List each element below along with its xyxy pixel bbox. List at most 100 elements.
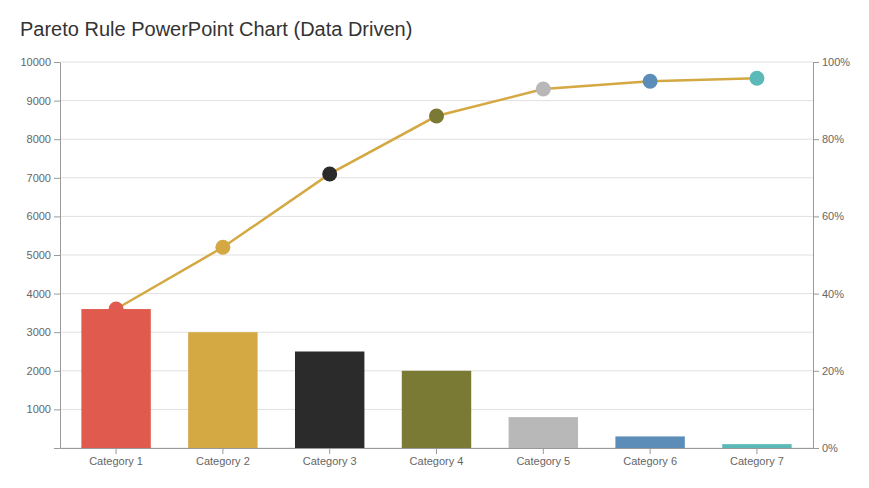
- marks: [81, 71, 791, 448]
- tick-label: 2000: [27, 365, 51, 377]
- marker: [215, 240, 230, 255]
- grid-line: [60, 255, 813, 256]
- tick: Category 4: [410, 448, 464, 467]
- title: Pareto Rule PowerPoint Chart (Data Drive…: [20, 18, 412, 40]
- tick-label: Category 1: [89, 455, 143, 467]
- tick-mark: [116, 448, 117, 454]
- bar: [509, 417, 578, 448]
- tick-label: 100%: [822, 56, 850, 68]
- tick-label: Category 5: [516, 455, 570, 467]
- tick-label: 9000: [27, 95, 51, 107]
- bar: [722, 444, 791, 448]
- marker: [109, 302, 124, 317]
- tick-mark: [54, 178, 60, 179]
- tick-mark: [650, 448, 651, 454]
- tick-label: 10000: [20, 56, 51, 68]
- bar: [188, 332, 257, 448]
- tick: 6000: [27, 210, 60, 222]
- marker: [429, 109, 444, 124]
- axis-line: [60, 63, 61, 449]
- tick-mark: [54, 139, 60, 140]
- tick: Category 6: [623, 448, 677, 467]
- tick-mark: [54, 294, 60, 295]
- tick-mark: [54, 332, 60, 333]
- tick-label: 60%: [822, 210, 844, 222]
- tick: 60%: [813, 210, 844, 222]
- tick-mark: [436, 448, 437, 454]
- tick: 0%: [813, 442, 838, 454]
- tick-label: Category 4: [410, 455, 464, 467]
- marker: [322, 166, 337, 181]
- tick-mark: [54, 216, 60, 217]
- line: [116, 78, 757, 309]
- tick-label: 20%: [822, 365, 844, 377]
- tick-label: 6000: [27, 210, 51, 222]
- tick-label: 5000: [27, 249, 51, 261]
- tick-mark: [756, 448, 757, 454]
- grid-line: [60, 139, 813, 140]
- bar: [81, 309, 150, 448]
- tick-label: Category 6: [623, 455, 677, 467]
- tick-label: 80%: [822, 133, 844, 145]
- grid-line: [60, 177, 813, 178]
- tick-mark: [813, 216, 819, 217]
- tick: Category 2: [196, 448, 250, 467]
- tick-label: 3000: [27, 326, 51, 338]
- tick-label: Category 7: [730, 455, 784, 467]
- tick-mark: [813, 448, 819, 449]
- grid-line: [60, 216, 813, 217]
- grid-line: [60, 332, 813, 333]
- tick-mark: [329, 448, 330, 454]
- tick-mark: [54, 255, 60, 256]
- bar: [295, 352, 364, 449]
- y-axis: 1000 2000 3000 4000 5000 6000 7000 8000 9000 1000…: [20, 56, 60, 448]
- tick: 9000: [27, 95, 60, 107]
- marker: [536, 82, 551, 97]
- tick-label: 8000: [27, 133, 51, 145]
- plot: Category 1 Category 2 Category 3 Category 4…: [20, 56, 850, 467]
- grid-line: [60, 100, 813, 101]
- chart: Pareto Rule PowerPoint Chart (Data Drive…: [0, 0, 869, 488]
- tick-label: 7000: [27, 172, 51, 184]
- tick: 5000: [27, 249, 60, 261]
- tick: 3000: [27, 326, 60, 338]
- tick-mark: [813, 371, 819, 372]
- grid: [60, 62, 813, 448]
- tick-mark: [54, 371, 60, 372]
- tick: Category 5: [516, 448, 570, 467]
- tick-mark: [543, 448, 544, 454]
- tick-mark: [54, 409, 60, 410]
- tick: 2000: [27, 365, 60, 377]
- grid-line: [60, 293, 813, 294]
- tick: [54, 448, 60, 449]
- axis-line: [813, 63, 814, 449]
- grid-line: [60, 62, 813, 63]
- tick: 8000: [27, 133, 60, 145]
- marker: [749, 71, 764, 86]
- tick: 80%: [813, 133, 844, 145]
- tick: 100%: [813, 56, 850, 68]
- tick-mark: [54, 62, 60, 63]
- tick: Category 7: [730, 448, 784, 467]
- tick-mark: [54, 101, 60, 102]
- bar: [402, 371, 471, 448]
- y2-axis: 0% 20% 40% 60% 80% 100%: [813, 56, 850, 454]
- tick-mark: [54, 448, 60, 449]
- tick-label: Category 2: [196, 455, 250, 467]
- tick-label: Category 3: [303, 455, 357, 467]
- tick-label: 4000: [27, 288, 51, 300]
- tick: Category 3: [303, 448, 357, 467]
- tick: Category 1: [89, 448, 143, 467]
- tick: 10000: [20, 56, 60, 68]
- bar: [615, 436, 684, 448]
- tick-mark: [813, 62, 819, 63]
- tick: 40%: [813, 288, 844, 300]
- tick-label: 0%: [822, 442, 838, 454]
- tick-label: 40%: [822, 288, 844, 300]
- tick: 7000: [27, 172, 60, 184]
- marker: [643, 74, 658, 89]
- markers: [109, 71, 765, 317]
- tick: 20%: [813, 365, 844, 377]
- bars: [81, 309, 791, 448]
- tick-label: 1000: [27, 403, 51, 415]
